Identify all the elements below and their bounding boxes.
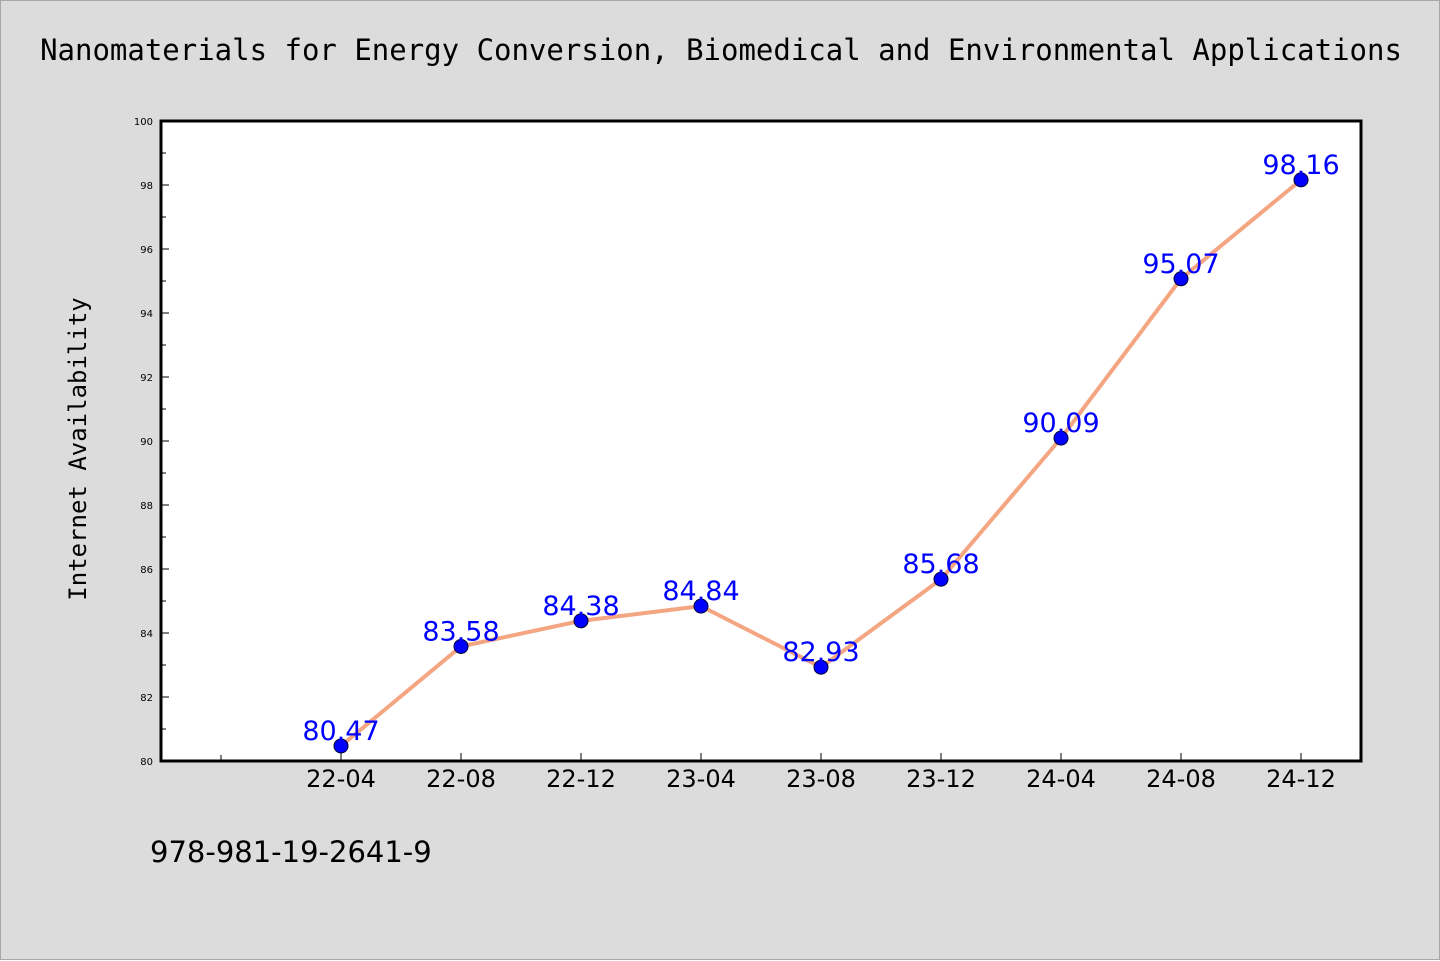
- data-label: 80.47: [302, 716, 379, 747]
- y-tick-label: 82: [140, 693, 153, 704]
- footer-isbn: 978-981-19-2641-9: [150, 835, 432, 869]
- data-label: 84.84: [662, 576, 739, 607]
- data-label: 98.16: [1262, 150, 1339, 181]
- data-point: [1173, 271, 1189, 287]
- data-label: 84.38: [542, 591, 619, 622]
- y-axis: 80 82 84 86 88 90 92 94 96 98 100: [134, 117, 169, 768]
- x-tick-label: 24-12: [1266, 765, 1336, 793]
- y-axis-label: Internet Availability: [64, 297, 92, 600]
- data-point: [573, 613, 589, 629]
- y-tick-label: 86: [140, 565, 153, 576]
- series-layer: [333, 172, 1309, 754]
- data-point: [813, 659, 829, 675]
- data-label: 82.93: [782, 637, 859, 668]
- y-tick-label: 84: [140, 629, 153, 640]
- data-point: [933, 571, 949, 587]
- x-tick-label: 23-08: [786, 765, 856, 793]
- plot-area: [159, 119, 1363, 763]
- data-point: [1053, 430, 1069, 446]
- data-point: [693, 598, 709, 614]
- y-tick-label: 90: [140, 437, 153, 448]
- y-tick-label: 96: [140, 245, 153, 256]
- y-tick-label: 100: [134, 117, 153, 128]
- y-tick-label: 92: [140, 373, 153, 384]
- y-tick-label: 88: [140, 501, 153, 512]
- x-tick-label: 23-12: [906, 765, 976, 793]
- data-point: [333, 738, 349, 754]
- data-labels: 80.47 83.58 84.38 84.84 82.93 85.68 90.09 95.07…: [302, 150, 1339, 747]
- x-axis: 22-04 22-08 22-12 23-04 23-08 23-12 24-04 24-08…: [220, 753, 1336, 793]
- y-tick-label: 98: [140, 181, 153, 192]
- x-tick-label: 22-04: [306, 765, 376, 793]
- x-tick-label: 24-08: [1146, 765, 1216, 793]
- data-label: 90.09: [1022, 408, 1099, 439]
- x-tick-label: 22-12: [546, 765, 616, 793]
- chart-title: Nanomaterials for Energy Conversion, Bio…: [40, 33, 1402, 67]
- data-point: [453, 638, 469, 654]
- data-label: 85.68: [902, 549, 979, 580]
- x-tick-label: 22-08: [426, 765, 496, 793]
- data-label: 83.58: [422, 616, 499, 647]
- data-point: [1293, 172, 1309, 188]
- x-tick-label: 24-04: [1026, 765, 1096, 793]
- x-tick-label: 23-04: [666, 765, 736, 793]
- data-label: 95.07: [1142, 249, 1219, 280]
- y-tick-label: 80: [140, 757, 153, 768]
- y-tick-label: 94: [140, 309, 153, 320]
